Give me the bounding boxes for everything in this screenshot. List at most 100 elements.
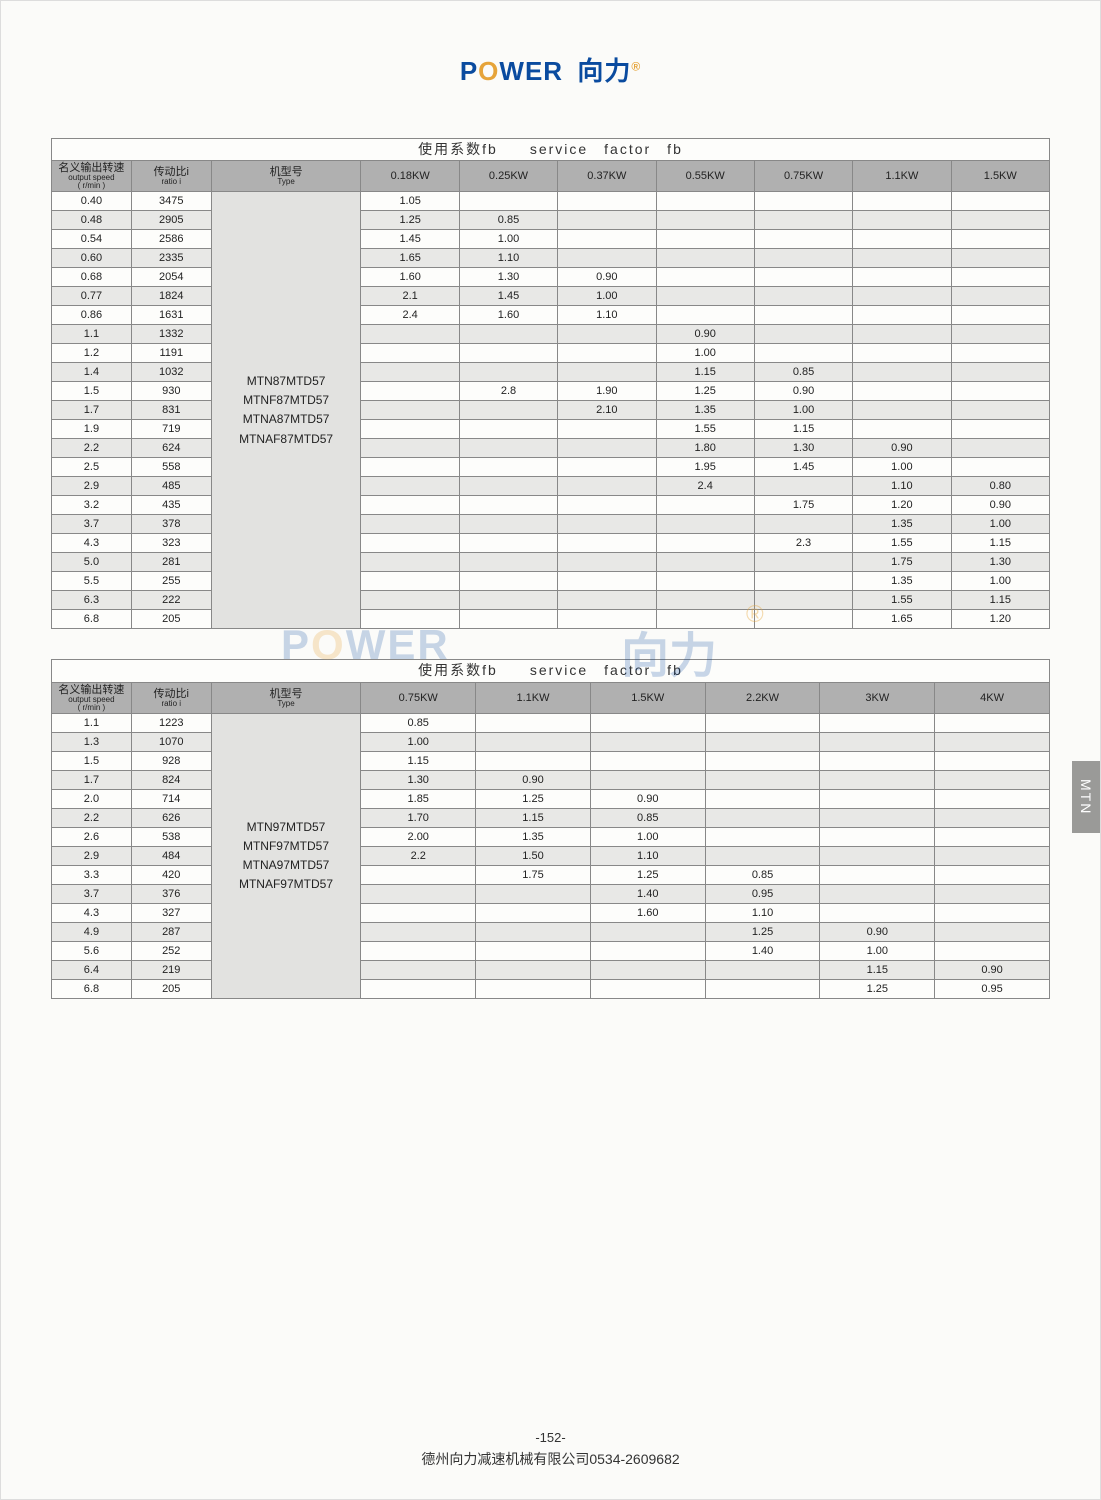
cell-value (951, 439, 1049, 458)
cell-value (754, 211, 852, 230)
cell-value (590, 960, 705, 979)
cell-value: 0.90 (558, 268, 656, 287)
table1-title-row: 使用系数fb service factor fb (52, 139, 1050, 161)
cell-value (705, 789, 820, 808)
cell-value: 1.45 (361, 230, 459, 249)
cell-value (558, 534, 656, 553)
cell-value (853, 268, 951, 287)
cell-value (951, 192, 1049, 211)
cell-value (754, 572, 852, 591)
cell-speed: 0.86 (52, 306, 132, 325)
cell-value (951, 287, 1049, 306)
table-row: 1.310701.00 (52, 732, 1050, 751)
cell-value (361, 325, 459, 344)
cell-value: 1.25 (361, 211, 459, 230)
cell-value: 1.30 (951, 553, 1049, 572)
table-row: 5.52551.351.00 (52, 572, 1050, 591)
cell-value: 1.00 (361, 732, 476, 751)
cell-value: 1.80 (656, 439, 754, 458)
cell-value: 1.15 (476, 808, 591, 827)
cell-value: 1.30 (754, 439, 852, 458)
cell-value: 1.25 (590, 865, 705, 884)
cell-value: 2.10 (558, 401, 656, 420)
cell-value (361, 865, 476, 884)
cell-value (853, 401, 951, 420)
cell-value: 1.70 (361, 808, 476, 827)
cell-value: 1.00 (558, 287, 656, 306)
cell-value (754, 268, 852, 287)
page: POWER 向力® POWER 向力 ® 使用系数fb service fact… (0, 0, 1101, 1500)
cell-value: 1.15 (820, 960, 935, 979)
cell-value (935, 789, 1050, 808)
cell-ratio: 205 (131, 610, 211, 629)
cell-speed: 2.2 (52, 808, 132, 827)
cell-value (853, 363, 951, 382)
cell-value (656, 553, 754, 572)
cell-speed: 2.0 (52, 789, 132, 808)
cell-value (705, 827, 820, 846)
cell-value (820, 884, 935, 903)
cell-ratio: 1631 (131, 306, 211, 325)
cell-value: 1.55 (853, 591, 951, 610)
cell-value (754, 553, 852, 572)
table-row: 6.82051.250.95 (52, 979, 1050, 998)
cell-speed: 3.3 (52, 865, 132, 884)
cell-value: 2.3 (754, 534, 852, 553)
hdr2-kw-2: 1.5KW (590, 682, 705, 713)
cell-value (361, 515, 459, 534)
cell-value (705, 808, 820, 827)
cell-value: 1.25 (476, 789, 591, 808)
cell-value (558, 496, 656, 515)
cell-value (853, 287, 951, 306)
cell-value (935, 808, 1050, 827)
cell-value: 2.4 (656, 477, 754, 496)
cell-value (476, 960, 591, 979)
table1-header-row: 名义输出转速 output speed ( r/min ) 传动比i ratio… (52, 161, 1050, 192)
logo-wer: WER (499, 56, 563, 86)
cell-value: 0.80 (951, 477, 1049, 496)
cell-ratio: 714 (131, 789, 211, 808)
cell-value (590, 770, 705, 789)
cell-value: 1.25 (656, 382, 754, 401)
cell-value (476, 751, 591, 770)
cell-value (558, 610, 656, 629)
cell-value (705, 713, 820, 732)
cell-value: 1.55 (656, 420, 754, 439)
page-number: -152- (1, 1430, 1100, 1445)
cell-speed: 1.1 (52, 325, 132, 344)
hdr-ratio: 传动比i ratio i (131, 161, 211, 192)
cell-value (656, 192, 754, 211)
cell-value (558, 363, 656, 382)
cell-value: 1.15 (951, 591, 1049, 610)
cell-ratio: 3475 (131, 192, 211, 211)
cell-ratio: 435 (131, 496, 211, 515)
cell-value: 1.90 (558, 382, 656, 401)
cell-value (656, 211, 754, 230)
cell-value: 0.85 (590, 808, 705, 827)
cell-value: 1.10 (705, 903, 820, 922)
cell-value (459, 572, 557, 591)
cell-value (853, 382, 951, 401)
cell-speed: 6.8 (52, 610, 132, 629)
cell-speed: 5.0 (52, 553, 132, 572)
cell-value (558, 572, 656, 591)
cell-value (656, 287, 754, 306)
table-row: 0.6820541.601.300.90 (52, 268, 1050, 287)
cell-value (853, 211, 951, 230)
cell-value (820, 770, 935, 789)
cell-ratio: 323 (131, 534, 211, 553)
hdr2-kw-3: 2.2KW (705, 682, 820, 713)
cell-speed: 4.3 (52, 903, 132, 922)
cell-value (590, 922, 705, 941)
cell-value (476, 941, 591, 960)
cell-value (558, 458, 656, 477)
cell-speed: 5.5 (52, 572, 132, 591)
table-row: 0.8616312.41.601.10 (52, 306, 1050, 325)
cell-value (935, 827, 1050, 846)
table-row: 3.73761.400.95 (52, 884, 1050, 903)
cell-value: 1.35 (656, 401, 754, 420)
cell-value: 0.90 (935, 960, 1050, 979)
cell-value: 1.25 (705, 922, 820, 941)
cell-value: 1.00 (459, 230, 557, 249)
table-row: 2.26261.701.150.85 (52, 808, 1050, 827)
